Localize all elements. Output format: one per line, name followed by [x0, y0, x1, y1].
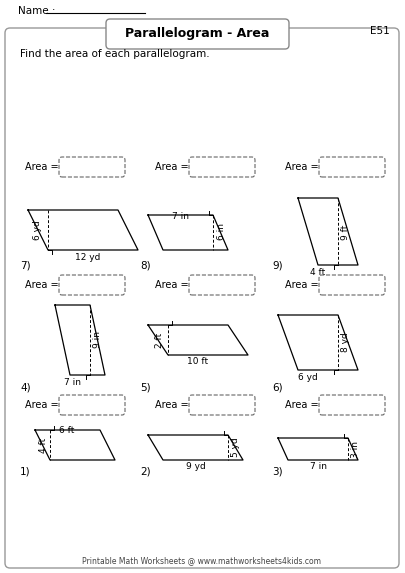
- Text: 5): 5): [140, 383, 151, 393]
- Text: E51: E51: [370, 26, 390, 36]
- Text: Area =: Area =: [26, 162, 59, 172]
- Text: Area =: Area =: [156, 280, 189, 290]
- Text: 3 in: 3 in: [352, 441, 360, 457]
- Text: 12 yd: 12 yd: [75, 253, 101, 262]
- Text: 9 ft: 9 ft: [341, 224, 350, 240]
- FancyBboxPatch shape: [5, 28, 399, 568]
- FancyBboxPatch shape: [189, 395, 255, 415]
- Text: 6 in: 6 in: [217, 223, 226, 241]
- Text: 4): 4): [20, 383, 31, 393]
- Text: 3): 3): [272, 467, 283, 477]
- FancyBboxPatch shape: [319, 395, 385, 415]
- Text: Area =: Area =: [26, 400, 59, 410]
- FancyBboxPatch shape: [106, 19, 289, 49]
- FancyBboxPatch shape: [189, 275, 255, 295]
- Text: 5 yd: 5 yd: [232, 437, 241, 457]
- Text: 7 in: 7 in: [64, 378, 81, 387]
- Text: 6 yd: 6 yd: [298, 373, 318, 382]
- Text: Area =: Area =: [286, 162, 319, 172]
- FancyBboxPatch shape: [319, 275, 385, 295]
- Text: Area =: Area =: [26, 280, 59, 290]
- Text: 8 yd: 8 yd: [341, 332, 350, 352]
- Text: 9 in: 9 in: [92, 332, 102, 348]
- Text: Parallelogram - Area: Parallelogram - Area: [125, 28, 269, 41]
- Text: 4 ft: 4 ft: [310, 268, 326, 277]
- Text: 2): 2): [140, 467, 151, 477]
- Text: 6 ft: 6 ft: [59, 426, 75, 435]
- Text: Area =: Area =: [156, 162, 189, 172]
- FancyBboxPatch shape: [59, 157, 125, 177]
- Text: Name :: Name :: [18, 6, 59, 16]
- Text: Printable Math Worksheets @ www.mathworksheets4kids.com: Printable Math Worksheets @ www.mathwork…: [83, 556, 322, 566]
- Text: 9 yd: 9 yd: [186, 462, 206, 471]
- Text: 7 in: 7 in: [173, 212, 190, 221]
- FancyBboxPatch shape: [319, 157, 385, 177]
- Text: Area =: Area =: [156, 400, 189, 410]
- Text: 7): 7): [20, 260, 31, 270]
- Text: Area =: Area =: [286, 280, 319, 290]
- Text: 9): 9): [272, 260, 283, 270]
- FancyBboxPatch shape: [189, 157, 255, 177]
- Text: Area =: Area =: [286, 400, 319, 410]
- Text: 8): 8): [140, 260, 151, 270]
- Text: 6): 6): [272, 383, 283, 393]
- FancyBboxPatch shape: [59, 395, 125, 415]
- Text: 6 yd: 6 yd: [34, 220, 43, 240]
- Text: 4 ft: 4 ft: [40, 437, 49, 453]
- FancyBboxPatch shape: [59, 275, 125, 295]
- Text: 1): 1): [20, 467, 31, 477]
- Text: 7 in: 7 in: [309, 462, 326, 471]
- Text: 10 ft: 10 ft: [188, 357, 209, 366]
- Text: 2 ft: 2 ft: [156, 332, 164, 348]
- Text: Find the area of each parallelogram.: Find the area of each parallelogram.: [20, 49, 210, 59]
